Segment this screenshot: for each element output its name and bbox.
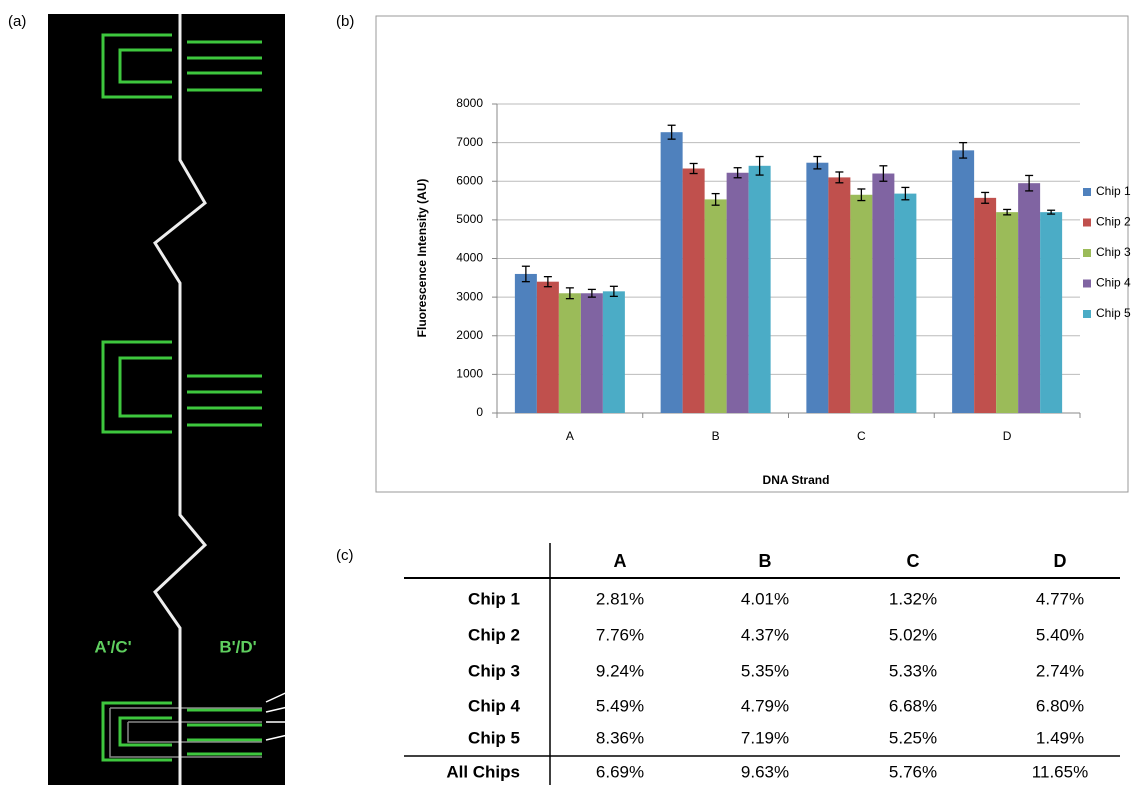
bar bbox=[581, 293, 603, 413]
x-tick-label: B bbox=[712, 429, 720, 443]
legend-swatch bbox=[1083, 310, 1091, 318]
channel-label: B bbox=[296, 699, 303, 711]
table-cell: 1.32% bbox=[889, 589, 937, 608]
bar bbox=[996, 212, 1018, 413]
table-cell: 5.25% bbox=[889, 728, 937, 747]
table-cell: 2.81% bbox=[596, 589, 644, 608]
bar bbox=[515, 274, 537, 413]
table-cell: 4.77% bbox=[1036, 589, 1084, 608]
table-cell: 9.24% bbox=[596, 661, 644, 680]
legend-swatch bbox=[1083, 249, 1091, 257]
device-image bbox=[48, 14, 292, 785]
panel-label: (c) bbox=[336, 547, 354, 564]
figure: (a) A'/C' B'/D' ABCD (b) 010002000300040… bbox=[0, 0, 1141, 785]
y-tick-label: 2000 bbox=[456, 328, 483, 342]
row-label: All Chips bbox=[446, 762, 520, 781]
column-header: B bbox=[759, 551, 772, 571]
table-cell: 5.40% bbox=[1036, 625, 1084, 644]
y-tick-label: 8000 bbox=[456, 96, 483, 110]
legend-label: Chip 2 bbox=[1096, 215, 1131, 229]
legend-label: Chip 1 bbox=[1096, 184, 1131, 198]
table-cell: 7.19% bbox=[741, 728, 789, 747]
bar bbox=[872, 174, 894, 413]
x-tick-label: D bbox=[1003, 429, 1012, 443]
table-cell: 5.35% bbox=[741, 661, 789, 680]
x-tick-label: A bbox=[566, 429, 574, 443]
channel-label: D bbox=[296, 731, 304, 743]
legend-label: Chip 5 bbox=[1096, 306, 1131, 320]
bar bbox=[1018, 183, 1040, 413]
y-tick-label: 6000 bbox=[456, 173, 483, 187]
bar bbox=[727, 173, 749, 413]
channel-group-label: B'/D' bbox=[219, 637, 256, 656]
table-cell: 6.68% bbox=[889, 696, 937, 715]
bar bbox=[894, 194, 916, 413]
bar bbox=[806, 163, 828, 413]
row-label: Chip 3 bbox=[468, 661, 520, 680]
table-cell: 4.37% bbox=[741, 625, 789, 644]
bar bbox=[952, 150, 974, 413]
channel-label: A bbox=[296, 683, 304, 695]
table-cell: 5.76% bbox=[889, 762, 937, 781]
row-label: Chip 5 bbox=[468, 728, 520, 747]
table-cell: 4.01% bbox=[741, 589, 789, 608]
table-cell: 11.65% bbox=[1032, 762, 1088, 781]
table-cell: 5.02% bbox=[889, 625, 937, 644]
bar bbox=[749, 166, 771, 413]
x-axis-title: DNA Strand bbox=[763, 473, 830, 487]
bar bbox=[537, 282, 559, 413]
bar bbox=[705, 199, 727, 413]
table: A B C D Chip 1 2.81% 4.01% 1.32% 4.77% Chip 2 7.76… bbox=[404, 543, 1120, 785]
y-tick-label: 4000 bbox=[456, 251, 483, 265]
y-tick-label: 5000 bbox=[456, 212, 483, 226]
legend-label: Chip 3 bbox=[1096, 245, 1131, 259]
legend-swatch bbox=[1083, 219, 1091, 227]
table-cell: 8.36% bbox=[596, 728, 644, 747]
table-cell: 9.63% bbox=[741, 762, 789, 781]
table-cell: 5.49% bbox=[596, 696, 644, 715]
bar bbox=[828, 177, 850, 413]
y-tick-label: 7000 bbox=[456, 135, 483, 149]
table-cell: 6.69% bbox=[596, 762, 644, 781]
y-tick-label: 1000 bbox=[456, 367, 483, 381]
column-header: A bbox=[614, 551, 627, 571]
column-header: D bbox=[1054, 551, 1067, 571]
table-cell: 1.49% bbox=[1036, 728, 1084, 747]
bar bbox=[603, 291, 625, 413]
y-axis-title: Fluorescence Intensity (AU) bbox=[415, 179, 429, 338]
panel-label: (b) bbox=[336, 13, 354, 30]
table-cell: 2.74% bbox=[1036, 661, 1084, 680]
bar bbox=[661, 132, 683, 413]
legend-label: Chip 4 bbox=[1096, 276, 1131, 290]
row-label: Chip 1 bbox=[468, 589, 520, 608]
panel-label: (a) bbox=[8, 13, 26, 30]
legend-swatch bbox=[1083, 280, 1091, 288]
row-label: Chip 4 bbox=[468, 696, 520, 715]
bar bbox=[850, 195, 872, 413]
table-cell: 6.80% bbox=[1036, 696, 1084, 715]
bar bbox=[683, 169, 705, 413]
table-cell: 7.76% bbox=[596, 625, 644, 644]
legend-swatch bbox=[1083, 188, 1091, 196]
channel-label: C bbox=[296, 715, 304, 727]
x-tick-label: C bbox=[857, 429, 866, 443]
row-label: Chip 2 bbox=[468, 625, 520, 644]
y-tick-label: 3000 bbox=[456, 289, 483, 303]
table-cell: 5.33% bbox=[889, 661, 937, 680]
bar bbox=[559, 293, 581, 413]
bar bbox=[974, 198, 996, 413]
channel-group-label: A'/C' bbox=[94, 637, 131, 656]
y-tick-label: 0 bbox=[476, 405, 483, 419]
table-cell: 4.79% bbox=[741, 696, 789, 715]
bar bbox=[1040, 212, 1062, 413]
column-header: C bbox=[907, 551, 920, 571]
